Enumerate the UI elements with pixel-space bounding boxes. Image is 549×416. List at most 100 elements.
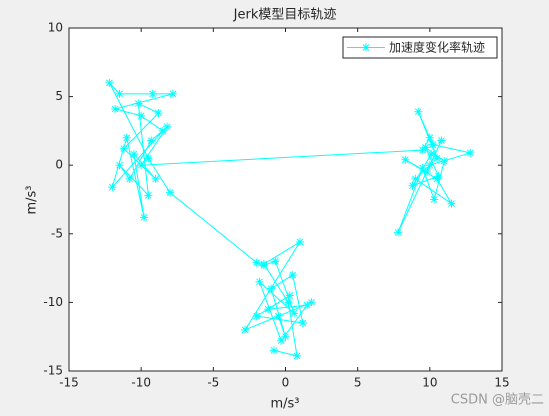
- marker: [115, 161, 124, 170]
- marker-shape: [288, 270, 297, 279]
- marker: [122, 133, 131, 142]
- marker: [394, 228, 403, 237]
- marker: [137, 111, 146, 120]
- marker: [148, 89, 157, 98]
- marker: [154, 109, 163, 118]
- marker-shape: [111, 104, 120, 113]
- marker-shape: [293, 351, 302, 360]
- marker-shape: [151, 174, 160, 183]
- marker-shape: [154, 109, 163, 118]
- marker: [259, 261, 268, 270]
- marker-shape: [274, 312, 283, 321]
- marker-shape: [421, 143, 430, 152]
- marker: [295, 238, 304, 247]
- x-axis-label: m/s³: [270, 397, 299, 412]
- marker: [298, 318, 307, 327]
- marker: [111, 104, 120, 113]
- marker-shape: [166, 188, 175, 197]
- marker-shape: [125, 174, 134, 183]
- marker: [437, 136, 446, 145]
- marker-shape: [255, 277, 264, 286]
- marker-shape: [115, 89, 124, 98]
- marker-shape: [137, 111, 146, 120]
- x-tick-label: 0: [282, 376, 290, 390]
- marker: [255, 277, 264, 286]
- marker-shape: [144, 191, 153, 200]
- marker-shape: [252, 258, 261, 267]
- marker: [414, 107, 423, 116]
- marker-shape: [422, 168, 431, 177]
- marker: [303, 301, 312, 310]
- marker: [433, 174, 442, 183]
- marker-shape: [148, 89, 157, 98]
- marker-shape: [411, 174, 420, 183]
- marker-shape: [433, 174, 442, 183]
- marker-shape: [427, 150, 436, 159]
- marker-shape: [259, 261, 268, 270]
- x-tick-label: -10: [131, 376, 151, 390]
- marker: [274, 312, 283, 321]
- watermark: CSDN @脑壳二: [451, 393, 544, 408]
- marker: [147, 136, 156, 145]
- marker: [134, 99, 143, 108]
- marker: [408, 181, 417, 190]
- marker-shape: [163, 122, 172, 131]
- marker: [267, 284, 276, 293]
- marker-shape: [264, 305, 273, 314]
- marker-shape: [252, 312, 261, 321]
- marker: [151, 174, 160, 183]
- marker: [277, 336, 286, 345]
- marker: [144, 154, 153, 163]
- marker: [362, 43, 370, 52]
- legend-box: [342, 36, 498, 59]
- marker: [421, 143, 430, 152]
- marker-shape: [307, 298, 316, 307]
- marker-shape: [401, 155, 410, 164]
- x-tick-label: 15: [494, 376, 509, 390]
- marker-shape: [414, 107, 423, 116]
- marker-shape: [267, 284, 276, 293]
- y-tick-label: -15: [43, 364, 63, 378]
- marker: [425, 161, 434, 170]
- marker: [129, 150, 138, 159]
- marker-shape: [269, 346, 278, 355]
- marker-shape: [119, 144, 128, 153]
- marker: [307, 298, 316, 307]
- marker: [140, 213, 149, 222]
- marker: [271, 257, 280, 266]
- x-tick-label: 5: [354, 376, 362, 390]
- marker: [137, 161, 146, 170]
- x-tick-label: 10: [422, 376, 437, 390]
- marker-shape: [137, 161, 146, 170]
- chart-title: Jerk模型目标轨迹: [233, 8, 337, 23]
- x-tick-label: -5: [207, 376, 219, 390]
- marker-shape: [440, 157, 449, 166]
- line: [108, 82, 473, 357]
- marker: [166, 188, 175, 197]
- marker: [241, 325, 250, 334]
- marker-shape: [425, 161, 434, 170]
- marker: [285, 291, 294, 300]
- marker: [433, 154, 442, 163]
- marker: [418, 163, 427, 172]
- marker-shape: [277, 336, 286, 345]
- marker-shape: [295, 238, 304, 247]
- marker: [411, 174, 420, 183]
- marker-shape: [108, 183, 117, 192]
- marker: [252, 312, 261, 321]
- marker-shape: [134, 99, 143, 108]
- marker-shape: [298, 318, 307, 327]
- marker-shape: [168, 89, 177, 98]
- marker-shape: [303, 301, 312, 310]
- y-tick-label: 10: [48, 21, 63, 35]
- marker-shape: [408, 181, 417, 190]
- marker: [428, 140, 437, 149]
- marker: [269, 346, 278, 355]
- marker: [105, 78, 114, 87]
- marker: [168, 89, 177, 98]
- marker: [425, 133, 434, 142]
- marker: [108, 183, 117, 192]
- marker: [288, 270, 297, 279]
- marker: [119, 144, 128, 153]
